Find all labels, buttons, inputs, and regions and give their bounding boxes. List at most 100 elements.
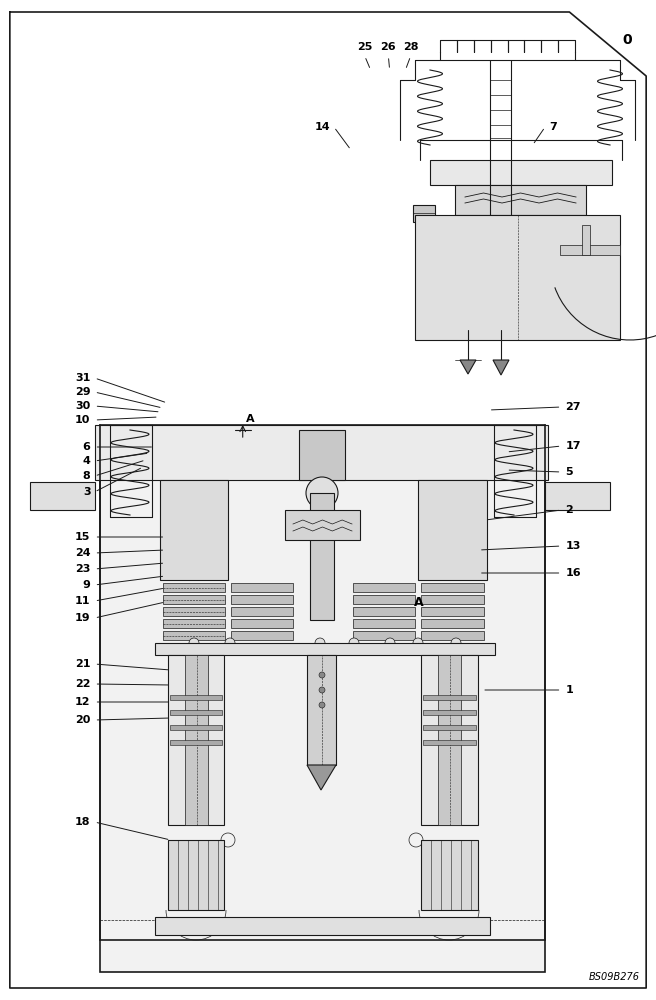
Bar: [155, 643, 495, 655]
Bar: [231, 607, 293, 616]
Polygon shape: [460, 360, 476, 374]
Text: 11: 11: [75, 596, 91, 606]
Bar: [353, 631, 415, 640]
Bar: [231, 631, 293, 640]
Bar: [423, 695, 476, 700]
Bar: [421, 655, 478, 825]
Bar: [170, 710, 222, 715]
Text: 14: 14: [314, 122, 330, 132]
Bar: [423, 710, 476, 715]
Bar: [353, 595, 415, 604]
Bar: [421, 583, 484, 592]
Circle shape: [385, 638, 395, 648]
Text: 26: 26: [380, 42, 396, 52]
Text: 8: 8: [83, 471, 91, 481]
Bar: [438, 655, 461, 825]
Text: 10: 10: [75, 415, 91, 425]
Text: 5: 5: [565, 467, 573, 477]
Text: 22: 22: [75, 679, 91, 689]
Circle shape: [349, 638, 359, 648]
Text: 4: 4: [83, 456, 91, 466]
Bar: [168, 840, 224, 910]
Bar: [100, 425, 545, 972]
Bar: [421, 631, 484, 640]
Bar: [185, 655, 208, 825]
Circle shape: [225, 638, 235, 648]
Circle shape: [451, 638, 461, 648]
Text: 1: 1: [565, 685, 573, 695]
Text: A: A: [246, 414, 255, 424]
Bar: [415, 215, 620, 340]
Text: A: A: [414, 595, 423, 608]
Text: BS09B276: BS09B276: [588, 972, 640, 982]
Circle shape: [315, 638, 325, 648]
Text: 3: 3: [83, 487, 91, 497]
Bar: [430, 160, 612, 185]
Bar: [163, 595, 225, 604]
Text: 15: 15: [75, 532, 91, 542]
Text: 12: 12: [75, 697, 91, 707]
Text: 24: 24: [75, 548, 91, 558]
Bar: [423, 725, 476, 730]
Text: 20: 20: [75, 715, 91, 725]
Bar: [423, 740, 476, 745]
Circle shape: [319, 687, 325, 693]
Circle shape: [189, 638, 199, 648]
Bar: [421, 607, 484, 616]
Text: 0: 0: [623, 33, 632, 47]
Bar: [160, 480, 228, 580]
Bar: [231, 595, 293, 604]
Bar: [307, 655, 336, 765]
Bar: [163, 583, 225, 592]
Bar: [231, 583, 293, 592]
Bar: [582, 225, 590, 255]
Bar: [560, 245, 620, 255]
Text: 7: 7: [549, 122, 557, 132]
Bar: [299, 430, 345, 480]
Bar: [493, 215, 508, 300]
Bar: [170, 695, 222, 700]
Circle shape: [319, 672, 325, 678]
Bar: [353, 619, 415, 628]
Text: 19: 19: [75, 613, 91, 623]
Bar: [155, 917, 490, 935]
Bar: [353, 607, 415, 616]
Text: 18: 18: [75, 817, 91, 827]
Bar: [353, 583, 415, 592]
Bar: [163, 607, 225, 616]
Text: 17: 17: [565, 441, 581, 451]
Text: 2: 2: [565, 505, 573, 515]
Bar: [545, 482, 610, 510]
Text: 23: 23: [75, 564, 91, 574]
Polygon shape: [307, 765, 336, 790]
Bar: [170, 740, 222, 745]
Text: 16: 16: [565, 568, 581, 578]
Bar: [285, 510, 360, 540]
Text: 25: 25: [357, 42, 373, 52]
Text: 28: 28: [403, 42, 419, 52]
Bar: [421, 595, 484, 604]
Bar: [310, 493, 334, 620]
Bar: [455, 185, 586, 215]
Text: 21: 21: [75, 659, 91, 669]
Polygon shape: [493, 360, 509, 375]
Bar: [30, 482, 95, 510]
Text: 6: 6: [83, 442, 91, 452]
Bar: [421, 619, 484, 628]
Circle shape: [306, 477, 338, 509]
Bar: [413, 205, 435, 222]
Circle shape: [413, 638, 423, 648]
Bar: [418, 480, 487, 580]
Text: 29: 29: [75, 387, 91, 397]
Text: 13: 13: [565, 541, 581, 551]
Text: 9: 9: [83, 580, 91, 590]
Bar: [231, 619, 293, 628]
Bar: [95, 425, 548, 480]
Bar: [168, 655, 224, 825]
Bar: [163, 631, 225, 640]
Bar: [163, 619, 225, 628]
Circle shape: [319, 702, 325, 708]
Text: 27: 27: [565, 402, 581, 412]
Text: 30: 30: [75, 401, 91, 411]
Text: 31: 31: [75, 373, 91, 383]
